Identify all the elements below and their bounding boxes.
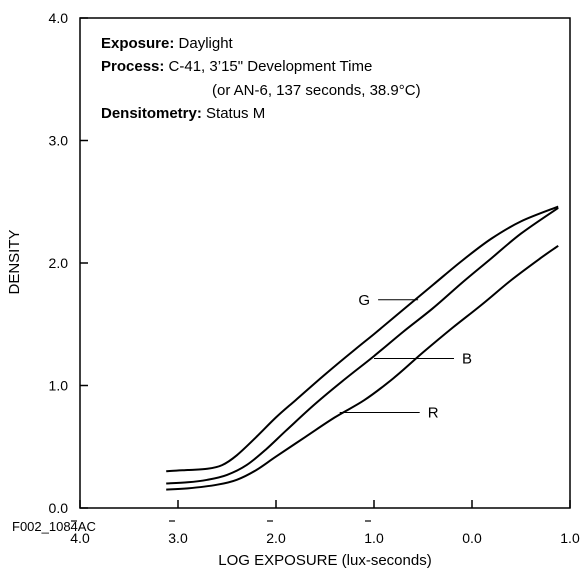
figure-id: F002_1084AC [12,519,96,534]
x-tick-label: 2.0 [266,530,286,546]
x-tick-label: 1.0 [364,530,384,546]
y-tick-label: 1.0 [49,378,69,394]
annotation-process: Process: C-41, 3’15" Development Time [101,58,372,75]
curves [166,205,559,491]
x-tick-label: 0.0 [462,530,482,546]
y-tick-label: 2.0 [49,255,69,271]
x-tick-label: 3.0 [168,530,188,546]
curve-b [166,207,559,485]
annotation-densitometry: Densitometry: Status M [101,105,265,122]
x-tick-label: 1.0 [560,530,580,546]
series-label-leaders: G B R [339,292,472,421]
series-label-g: G [358,292,370,309]
annotation-block: Exposure: Daylight Process: C-41, 3’15" … [101,35,421,122]
curve-g [166,205,559,473]
curve-r [166,244,559,491]
series-label-r: R [428,404,439,421]
y-tick-label: 3.0 [49,133,69,149]
axis-ticks: 4.0 3.0 2.0 1.0 0.0 1.0 0.0 1.0 2.0 3.0 4.0 [49,10,580,546]
y-tick-label: 0.0 [49,500,69,516]
annotation-process-alt: (or AN-6, 137 seconds, 38.9°C) [212,82,421,99]
y-axis-title: DENSITY [6,229,23,294]
series-label-b: B [462,351,472,368]
x-tick-label: 4.0 [70,530,90,546]
annotation-exposure: Exposure: Daylight [101,35,234,52]
x-axis-title: LOG EXPOSURE (lux-seconds) [218,552,431,569]
y-tick-label: 4.0 [49,10,69,26]
